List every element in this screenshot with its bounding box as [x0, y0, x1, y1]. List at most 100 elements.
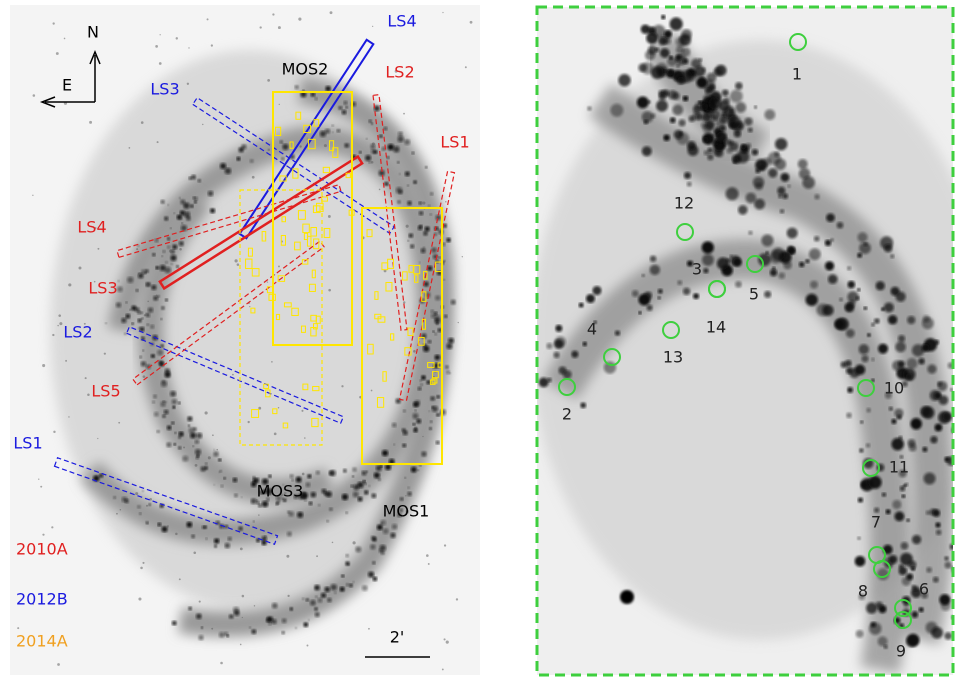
star-cluster [907, 634, 920, 647]
star-cluster [420, 383, 423, 386]
star-cluster [290, 474, 294, 478]
star-cluster [618, 74, 630, 86]
star-cluster [141, 317, 143, 319]
field-star [235, 259, 238, 262]
field-star [159, 62, 162, 65]
star-cluster [906, 373, 913, 380]
star-cluster [650, 255, 657, 262]
star-cluster [701, 122, 707, 128]
star-cluster [738, 205, 748, 215]
star-cluster [162, 250, 165, 253]
star-cluster [802, 176, 815, 189]
star-cluster [770, 269, 777, 276]
star-cluster [677, 280, 682, 285]
star-cluster [179, 432, 183, 436]
star-cluster [787, 185, 790, 188]
field-star [301, 410, 303, 412]
star-cluster [886, 509, 891, 514]
star-cluster [713, 68, 722, 77]
field-star [403, 113, 405, 115]
star-cluster [859, 242, 871, 254]
star-cluster [902, 494, 906, 498]
star-cluster [397, 136, 403, 142]
star-cluster [415, 427, 417, 429]
star-cluster [403, 409, 406, 412]
star-cluster [167, 237, 170, 240]
star-cluster [226, 634, 229, 637]
star-cluster [421, 451, 427, 457]
star-cluster [892, 360, 903, 371]
star-cluster [141, 361, 146, 366]
star-cluster [882, 493, 886, 497]
field-star [135, 492, 138, 495]
star-cluster [443, 260, 445, 262]
star-cluster [137, 311, 141, 315]
star-cluster [316, 471, 320, 475]
star-cluster [303, 622, 308, 627]
star-cluster [198, 635, 203, 640]
star-cluster [912, 585, 918, 591]
field-star [456, 598, 458, 600]
star-cluster [338, 106, 342, 110]
star-cluster [117, 286, 123, 292]
star-cluster [583, 342, 587, 346]
source-label: 2 [562, 405, 572, 424]
star-cluster [181, 222, 183, 224]
star-cluster [919, 607, 924, 612]
source-label: 10 [884, 379, 904, 398]
star-cluster [418, 226, 422, 230]
star-cluster [847, 281, 855, 289]
star-cluster [902, 577, 911, 586]
star-cluster [871, 358, 874, 361]
star-cluster [926, 567, 932, 573]
star-cluster [329, 470, 335, 476]
star-cluster [149, 503, 152, 506]
star-cluster [555, 325, 562, 332]
star-cluster [268, 475, 271, 478]
star-cluster [214, 538, 219, 543]
star-cluster [407, 492, 412, 497]
star-cluster [693, 293, 699, 299]
star-cluster [268, 149, 270, 151]
star-cluster [198, 179, 201, 182]
star-cluster [888, 315, 898, 325]
star-cluster [194, 200, 197, 203]
star-cluster [809, 248, 821, 260]
star-cluster [393, 444, 395, 446]
star-cluster [825, 261, 834, 270]
star-cluster [160, 265, 166, 271]
field-star [216, 449, 218, 451]
star-cluster [687, 141, 696, 150]
star-cluster [717, 257, 729, 269]
star-cluster [190, 204, 194, 208]
star-cluster [906, 519, 910, 523]
star-cluster [165, 401, 167, 403]
field-star [188, 47, 189, 48]
star-cluster [720, 125, 726, 131]
star-cluster [142, 350, 144, 352]
star-cluster [423, 346, 429, 352]
field-star [328, 215, 331, 218]
field-star [324, 144, 327, 147]
star-cluster [799, 262, 805, 268]
field-star [149, 498, 152, 501]
star-cluster [371, 123, 373, 125]
star-cluster [405, 171, 410, 176]
star-cluster [152, 253, 155, 256]
figure: N E 2' LS4LS3LS2LS1LS4LS3LS2LS5LS1MOS2MO… [0, 0, 957, 678]
star-cluster [891, 438, 904, 451]
star-cluster [912, 535, 921, 544]
star-cluster [318, 504, 321, 507]
star-cluster [867, 333, 871, 337]
field-star [242, 617, 243, 618]
field-star [444, 638, 446, 640]
star-cluster [234, 494, 238, 498]
star-cluster [884, 302, 894, 312]
field-star [271, 361, 273, 363]
star-cluster [857, 253, 862, 258]
star-cluster [213, 449, 215, 451]
star-cluster [146, 521, 149, 524]
field-star [205, 411, 208, 414]
field-star [304, 437, 306, 439]
field-star [33, 94, 36, 97]
